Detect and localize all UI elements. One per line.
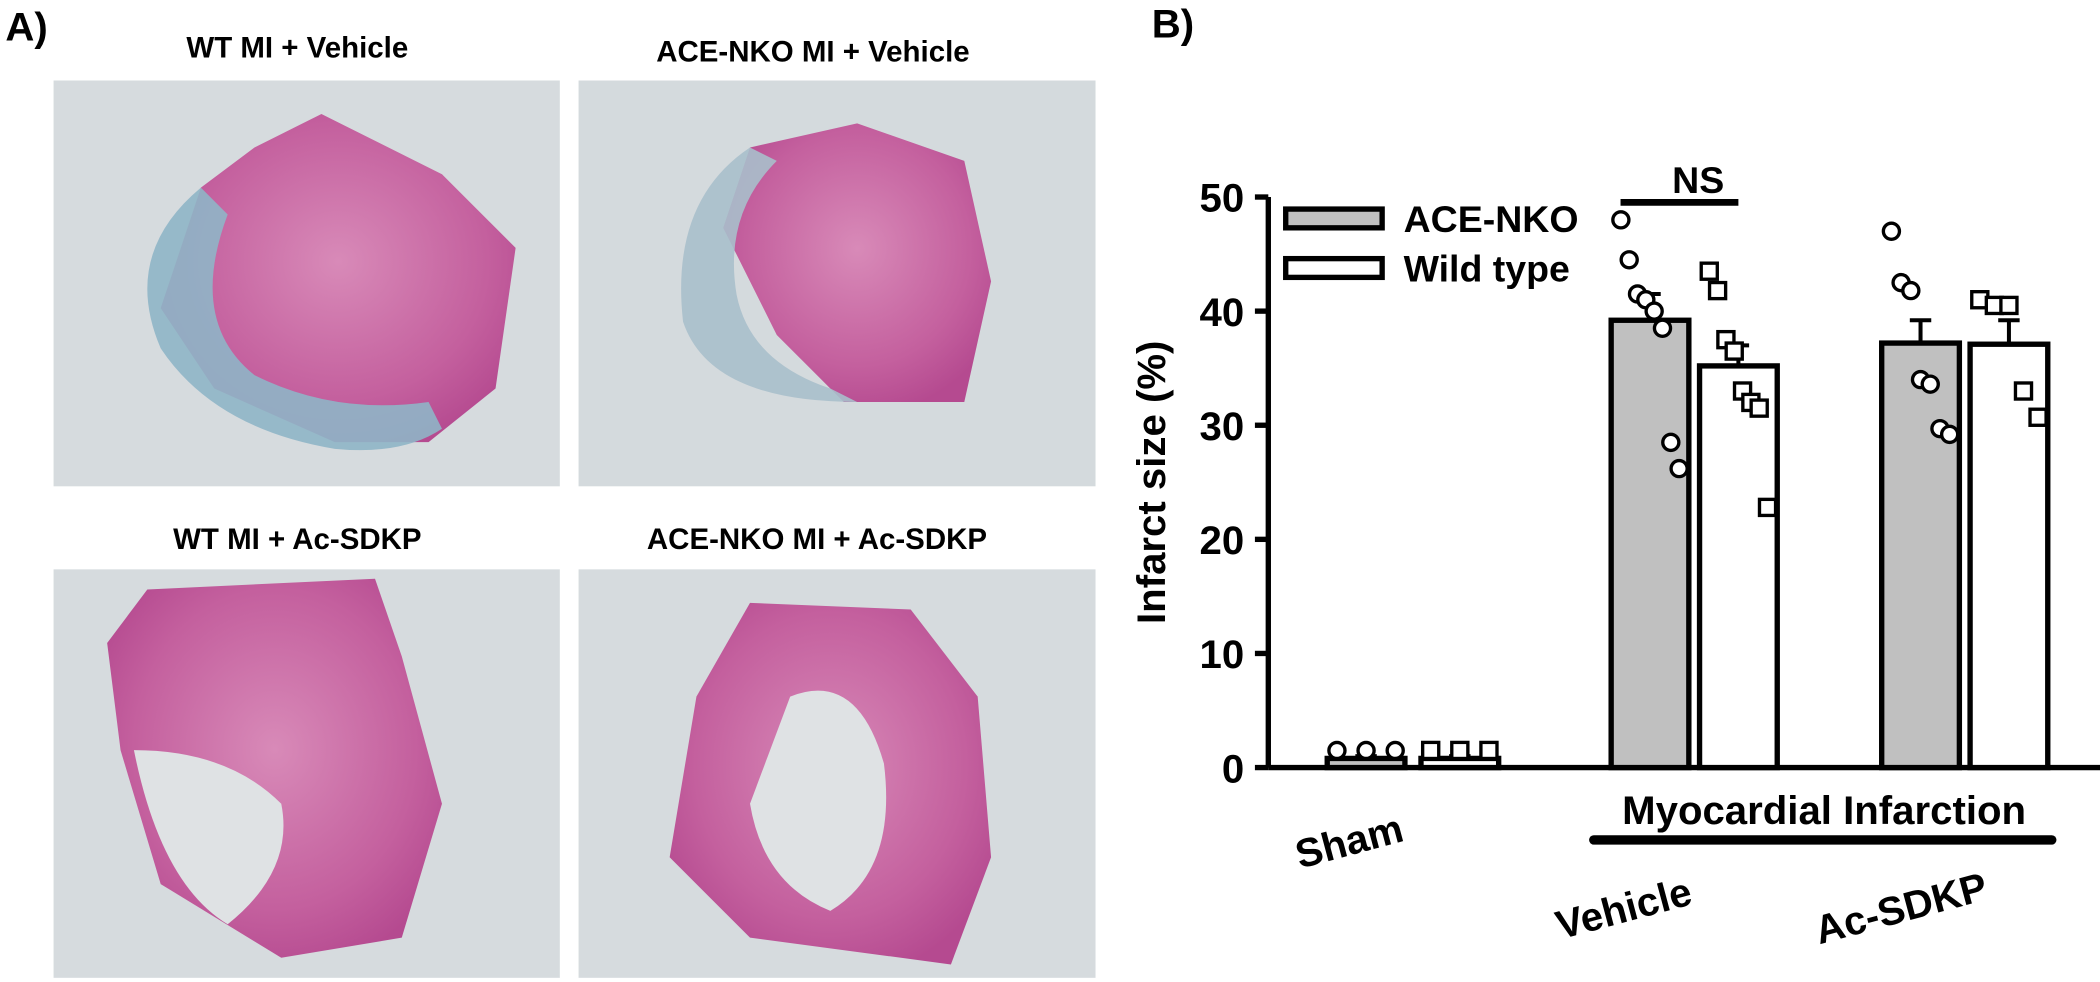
- bar: [1608, 317, 1692, 771]
- data-point: [1939, 424, 1960, 445]
- data-point: [1901, 280, 1921, 301]
- image-title: WT MI + Ac-SDKP: [173, 523, 421, 556]
- panel-label: A): [5, 4, 47, 49]
- data-point: [1661, 432, 1681, 453]
- bar: [1879, 340, 1963, 771]
- legend-swatch: [1283, 206, 1385, 231]
- image-title: ACE-NKO MI + Ac-SDKP: [647, 523, 987, 556]
- data-point: [1611, 210, 1631, 230]
- y-tick-label: 10: [1200, 632, 1245, 677]
- y-tick-label: 30: [1200, 404, 1245, 449]
- data-point: [1450, 740, 1470, 761]
- legend-swatch: [1283, 255, 1385, 281]
- histology-image: [578, 80, 1096, 487]
- y-tick-label: 0: [1222, 746, 1244, 791]
- data-point: [1644, 301, 1664, 321]
- histology-image: [578, 569, 1096, 978]
- data-point: [2013, 381, 2034, 401]
- histology-image: [53, 80, 560, 487]
- data-point: [1356, 740, 1376, 761]
- image-title: WT MI + Vehicle: [186, 32, 408, 65]
- data-point: [1420, 740, 1441, 761]
- x-tick-label: Ac-SDKP: [1810, 864, 1992, 953]
- legend-label: Wild type: [1404, 247, 1570, 289]
- data-point: [1385, 740, 1405, 761]
- data-point: [1327, 740, 1347, 761]
- panel-label: B): [1152, 2, 1194, 47]
- data-point: [2028, 407, 2048, 427]
- data-point: [1724, 341, 1744, 361]
- legend-label: ACE-NKO: [1404, 198, 1579, 240]
- annotation: NS: [1672, 159, 1724, 201]
- image-title: ACE-NKO MI + Vehicle: [656, 36, 969, 69]
- data-point: [1920, 374, 1940, 394]
- y-axis-label: Infarct size (%): [1129, 341, 1174, 624]
- data-point: [1881, 221, 1902, 241]
- data-point: [1479, 740, 1499, 761]
- bar: [1696, 363, 1780, 771]
- data-point: [1749, 398, 1769, 418]
- data-point: [1619, 250, 1639, 270]
- data-point: [1757, 497, 1778, 518]
- data-point: [1999, 295, 2019, 316]
- data-point: [1669, 458, 1689, 479]
- x-tick-label: Sham: [1291, 806, 1408, 878]
- y-tick-label: 20: [1200, 518, 1245, 563]
- data-point: [1652, 318, 1673, 338]
- x-tick-label: Vehicle: [1551, 869, 1696, 948]
- y-tick-label: 40: [1200, 290, 1245, 335]
- histology-image: [53, 569, 560, 978]
- group-label: Myocardial Infarction: [1622, 788, 2026, 833]
- data-point: [1707, 280, 1728, 301]
- y-tick-label: 50: [1200, 176, 1245, 221]
- data-point: [1699, 261, 1719, 281]
